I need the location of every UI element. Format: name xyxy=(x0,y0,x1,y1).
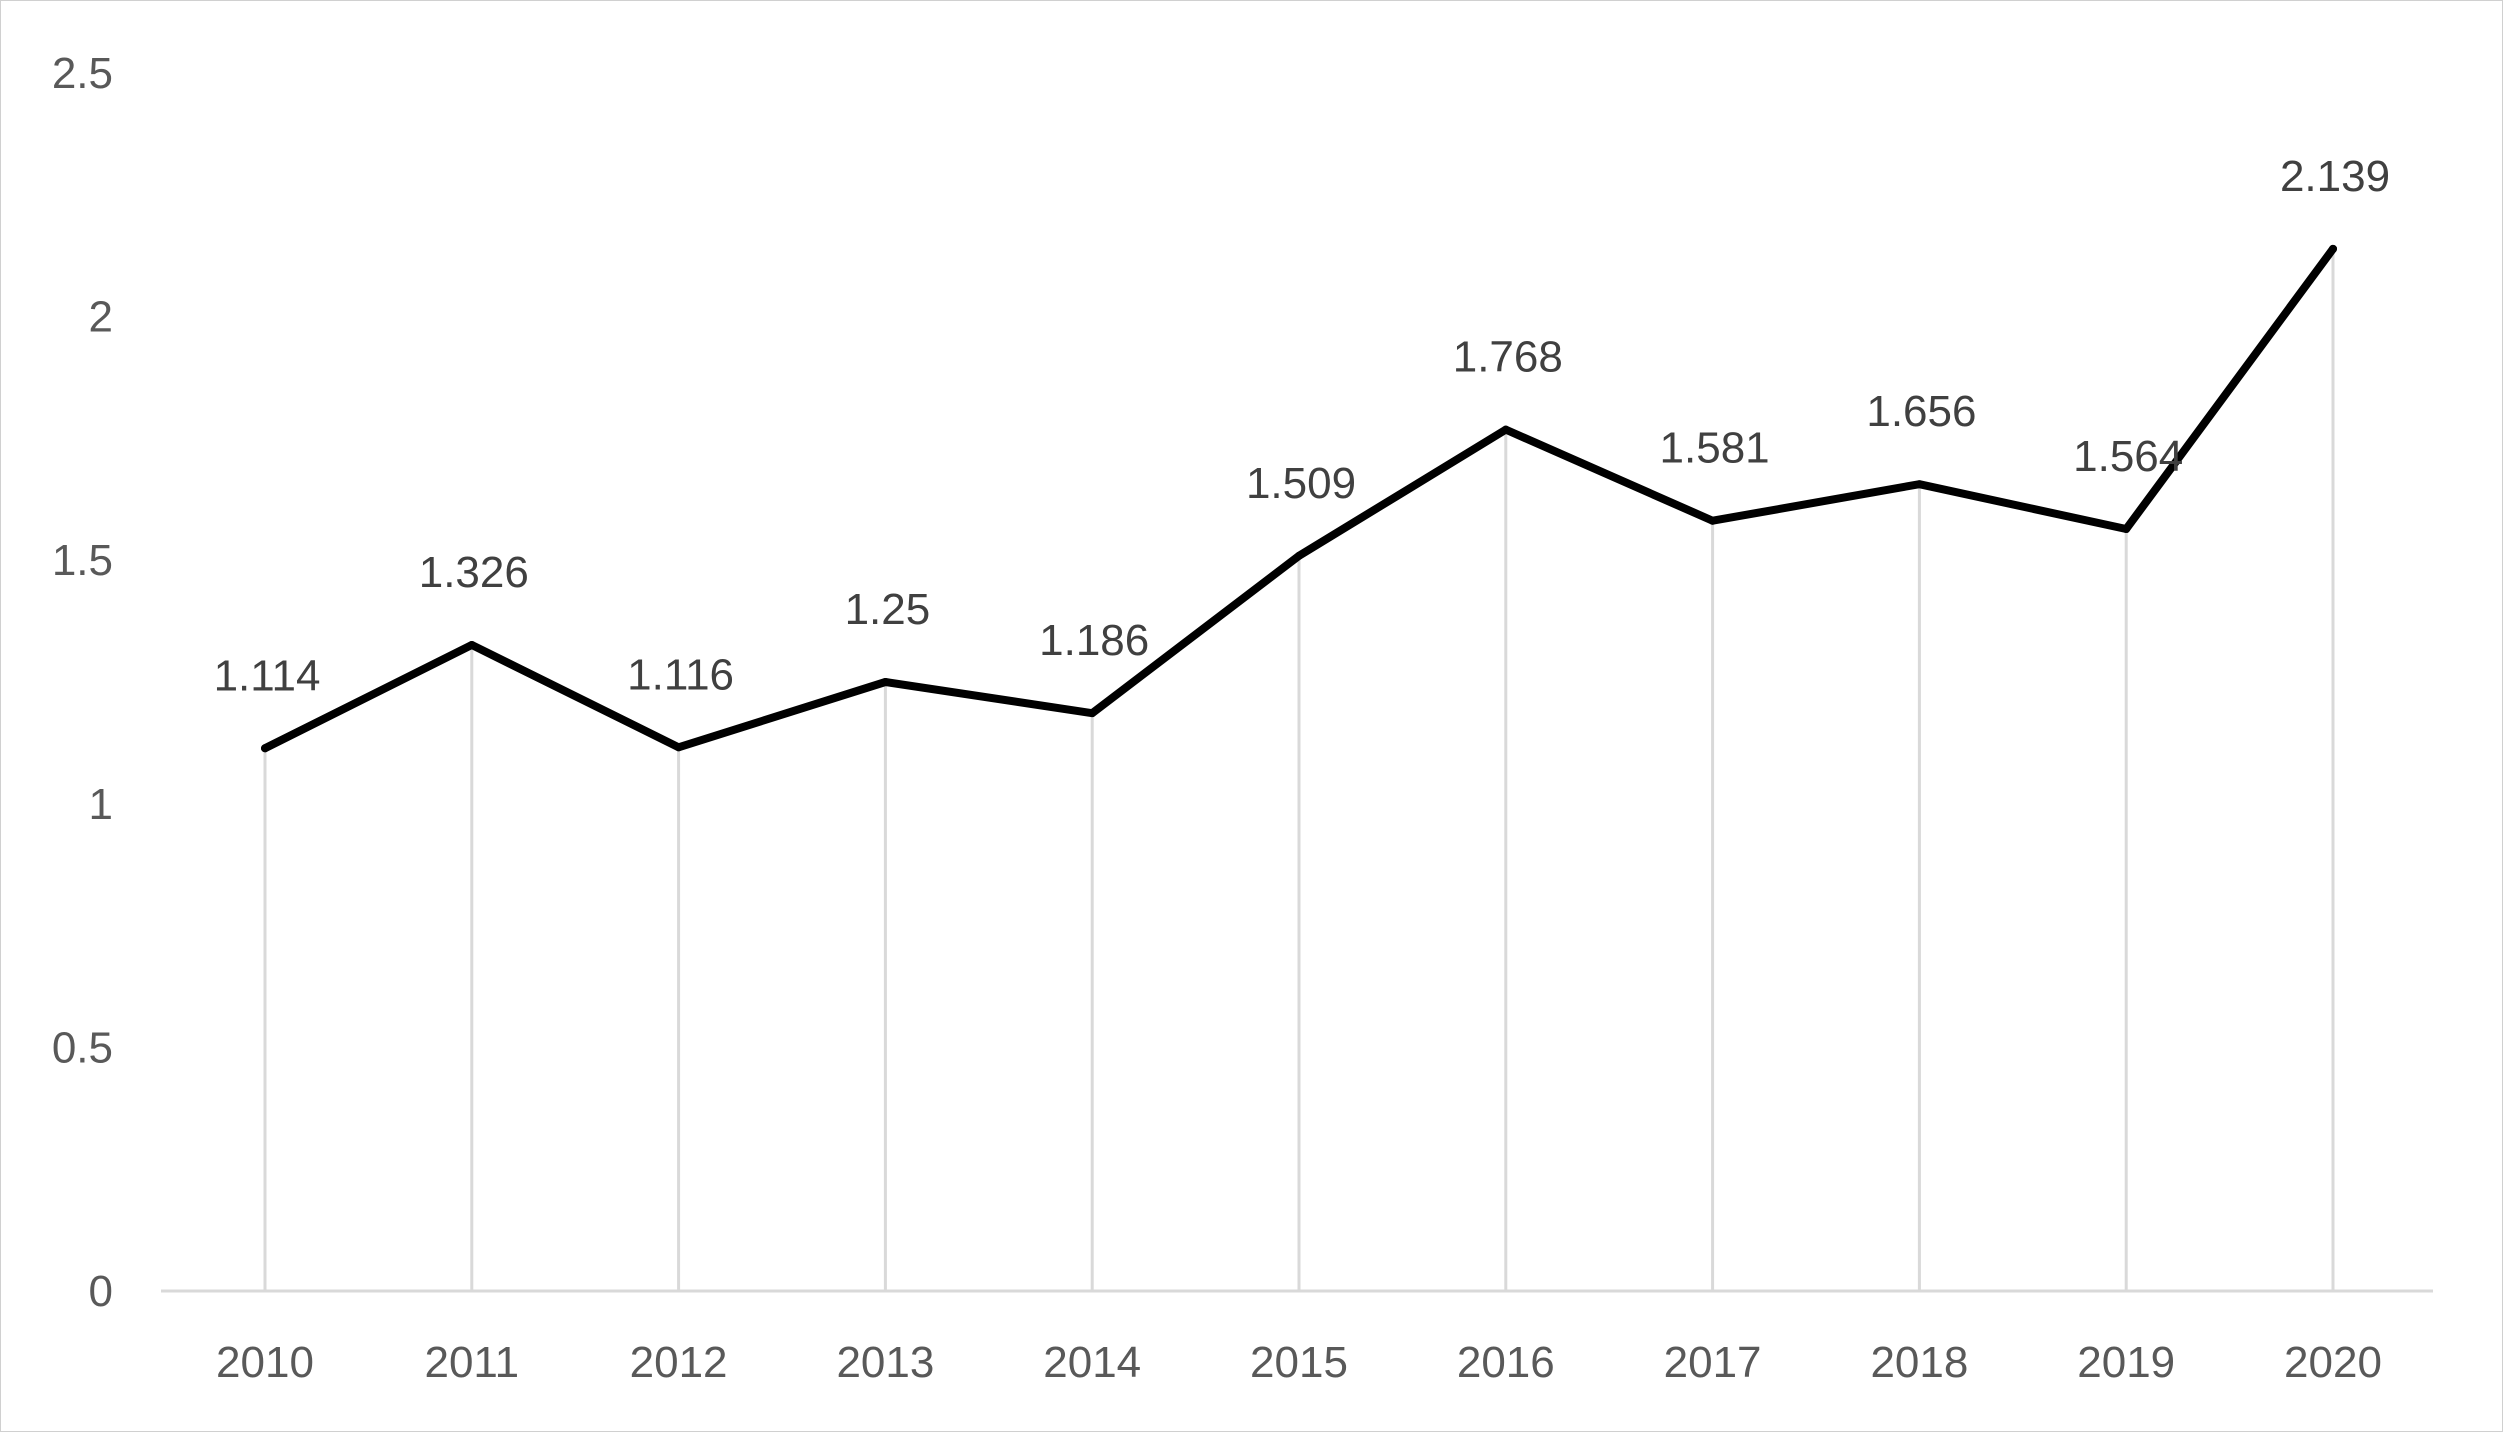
data-point-2012 xyxy=(674,743,683,752)
data-point-2013 xyxy=(881,678,890,686)
data-label-2020: 2.139 xyxy=(2280,152,2390,201)
data-label-2016: 1.768 xyxy=(1453,333,1563,382)
y-tick-label-0: 0 xyxy=(89,1267,113,1316)
y-tick-label-0.5: 0.5 xyxy=(52,1023,113,1072)
x-tick-label-2020: 2020 xyxy=(2284,1338,2382,1387)
data-labels: 1.114 1.326 1.116 1.25 1.186 1.509 1.768 1.581 1… xyxy=(214,152,2390,700)
x-tick-label-2014: 2014 xyxy=(1043,1338,1141,1387)
data-label-2011: 1.326 xyxy=(419,548,529,597)
x-tick-label-2015: 2015 xyxy=(1250,1338,1348,1387)
data-point-2017 xyxy=(1708,516,1717,525)
series-group xyxy=(261,244,2337,753)
data-label-2018: 1.656 xyxy=(1866,387,1976,436)
data-label-2013: 1.25 xyxy=(845,585,931,634)
x-axis: 2010 2011 2012 2013 2014 2015 2016 2017 2018 2019… xyxy=(161,1289,2433,1387)
data-label-2012: 1.116 xyxy=(627,650,734,699)
data-label-2014: 1.186 xyxy=(1039,616,1149,665)
x-tick-label-2010: 2010 xyxy=(216,1338,314,1387)
data-point-2018 xyxy=(1915,480,1924,489)
x-tick-label-2019: 2019 xyxy=(2077,1338,2175,1387)
y-axis: 0 0.5 1 1.5 2 2.5 xyxy=(52,49,113,1316)
x-tick-label-2011: 2011 xyxy=(424,1338,519,1387)
x-tick-label-2013: 2013 xyxy=(836,1338,934,1387)
data-point-2019 xyxy=(2122,525,2131,534)
x-tick-label-2018: 2018 xyxy=(1870,1338,1968,1387)
y-tick-label-2.5: 2.5 xyxy=(52,49,113,98)
y-tick-label-2: 2 xyxy=(89,293,113,342)
data-point-2014 xyxy=(1088,709,1097,718)
y-tick-label-1: 1 xyxy=(89,780,113,829)
y-tick-label-1.5: 1.5 xyxy=(52,536,113,585)
data-point-2011 xyxy=(467,640,476,649)
data-point-2020 xyxy=(2329,244,2337,253)
data-point-2016 xyxy=(1501,425,1510,434)
x-tick-label-2017: 2017 xyxy=(1664,1338,1762,1387)
x-tick-label-2016: 2016 xyxy=(1457,1338,1555,1387)
data-label-2017: 1.581 xyxy=(1660,424,1770,473)
data-point-2010 xyxy=(261,744,269,753)
data-point-2015 xyxy=(1295,551,1303,560)
data-label-2010: 1.114 xyxy=(214,651,321,700)
x-tick-label-2012: 2012 xyxy=(630,1338,728,1387)
drop-lines xyxy=(263,248,2335,1291)
data-label-2019: 1.564 xyxy=(2073,432,2183,481)
data-label-2015: 1.509 xyxy=(1246,459,1356,508)
